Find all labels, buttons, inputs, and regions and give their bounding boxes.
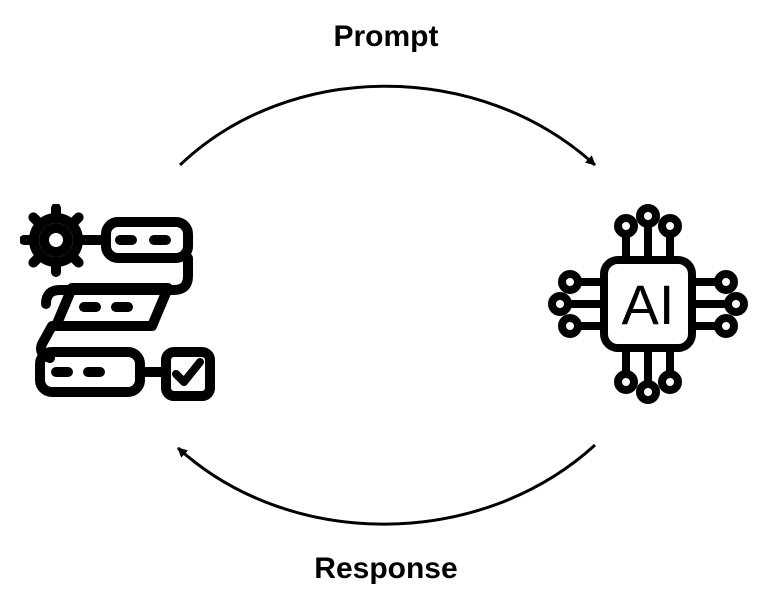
prompt-arrow bbox=[180, 86, 595, 165]
diagram-canvas: Prompt Response bbox=[0, 0, 772, 608]
workflow-process-icon bbox=[20, 204, 220, 404]
ai-chip-label: AI bbox=[622, 273, 675, 336]
ai-chip-icon: AI bbox=[548, 204, 748, 404]
response-arrow bbox=[178, 445, 595, 524]
